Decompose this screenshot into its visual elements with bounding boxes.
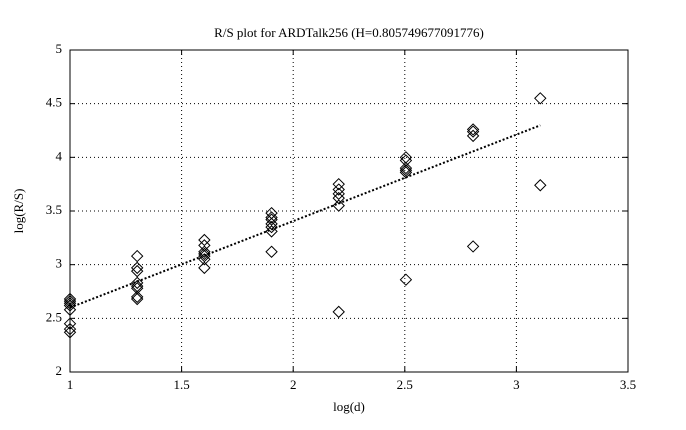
- x-tick-label: 2.5: [397, 377, 413, 392]
- data-point: [198, 233, 211, 247]
- data-point: [130, 249, 144, 263]
- data-point: [332, 177, 345, 191]
- data-point: [198, 247, 211, 261]
- plot-frame: [69, 49, 629, 373]
- data-point: [198, 245, 211, 258]
- data-point: [63, 326, 77, 339]
- data-point: [399, 154, 413, 167]
- y-axis-label: log(R/S): [11, 189, 26, 234]
- x-tick-label: 3.5: [620, 377, 636, 392]
- x-axis-label: log(d): [333, 399, 365, 414]
- x-tick-label: 1.5: [173, 377, 189, 392]
- data-point: [332, 187, 345, 201]
- chart-title: R/S plot for ARDTalk256 (H=0.80574967709…: [214, 25, 484, 40]
- y-tick-label: 4: [56, 148, 63, 163]
- data-point: [198, 253, 211, 266]
- data-point: [63, 322, 77, 336]
- y-tick-label: 3: [56, 256, 63, 271]
- data-point: [198, 261, 211, 275]
- data-point: [466, 240, 480, 253]
- data-point: [130, 290, 144, 304]
- data-point: [332, 183, 345, 196]
- data-point: [332, 199, 345, 212]
- data-point: [130, 264, 144, 278]
- data-point: [63, 297, 77, 310]
- data-point: [466, 125, 480, 138]
- data-point: [265, 211, 278, 224]
- fit-line: [69, 124, 541, 309]
- y-tick-label: 4.5: [46, 95, 62, 110]
- y-tick-label: 3.5: [46, 202, 62, 217]
- data-point: [63, 303, 77, 316]
- data-point: [265, 245, 278, 258]
- y-tick-label: 5: [56, 41, 63, 56]
- data-point: [466, 129, 480, 143]
- data-point: [332, 305, 345, 319]
- data-point: [265, 225, 278, 238]
- data-point: [265, 220, 278, 234]
- y-tick-label: 2: [56, 363, 63, 378]
- data-point: [130, 261, 144, 275]
- y-tick-label: 2.5: [46, 309, 62, 324]
- data-point: [534, 179, 547, 192]
- data-point: [399, 273, 413, 286]
- data-point: [130, 276, 144, 290]
- data-point: [466, 123, 480, 136]
- data-point: [63, 317, 77, 330]
- x-tick-label: 2: [290, 377, 297, 392]
- data-point: [63, 299, 77, 312]
- data-point: [399, 164, 413, 177]
- data-point: [198, 249, 211, 263]
- data-point: [399, 161, 413, 175]
- x-tick-label: 1: [67, 377, 74, 392]
- data-point: [130, 292, 144, 306]
- data-point: [534, 92, 547, 105]
- x-tick-label: 3: [513, 377, 520, 392]
- data-point: [265, 213, 278, 226]
